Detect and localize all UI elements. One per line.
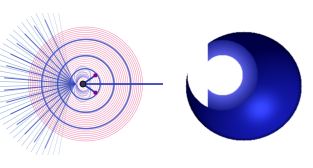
Circle shape [94,91,97,94]
Circle shape [81,82,85,86]
Circle shape [94,74,97,77]
Circle shape [80,81,86,87]
